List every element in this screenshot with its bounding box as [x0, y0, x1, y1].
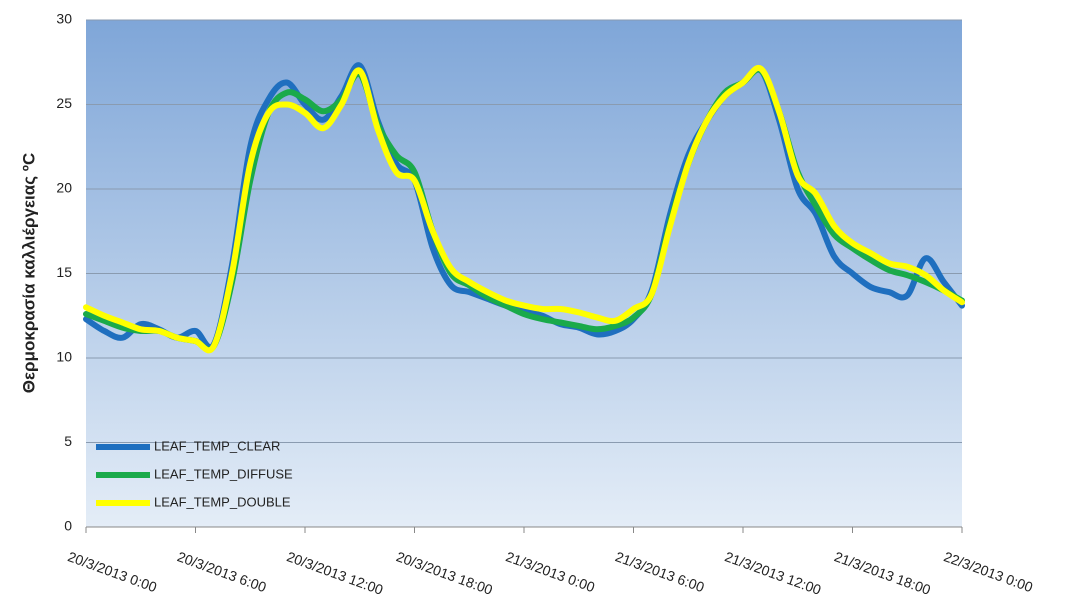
x-tick-label: 21/3/2013 18:00: [832, 548, 933, 598]
x-tick-label: 20/3/2013 0:00: [66, 548, 159, 595]
y-tick-label: 15: [56, 264, 72, 280]
x-tick-label: 20/3/2013 12:00: [285, 548, 386, 598]
legend-label: LEAF_TEMP_CLEAR: [154, 438, 280, 453]
x-tick-label: 21/3/2013 12:00: [723, 548, 824, 598]
x-tick-label: 20/3/2013 18:00: [394, 548, 495, 598]
x-tick-label: 21/3/2013 6:00: [613, 548, 706, 595]
legend: LEAF_TEMP_CLEAR LEAF_TEMP_DIFFUSE LEAF_TEM…: [96, 438, 293, 509]
y-tick-label: 30: [56, 11, 72, 27]
y-tick-label: 20: [56, 180, 72, 196]
y-tick-label: 5: [64, 433, 72, 449]
y-axis-title: Θερμοκρασία καλλιέργειας ºC: [19, 153, 38, 394]
legend-label: LEAF_TEMP_DIFFUSE: [154, 466, 293, 481]
x-tick-label: 22/3/2013 0:00: [942, 548, 1035, 595]
legend-label: LEAF_TEMP_DOUBLE: [154, 494, 291, 509]
series-line: [83, 64, 965, 354]
y-tick-label: 0: [64, 518, 72, 534]
y-tick-label: 10: [56, 349, 72, 365]
y-tick-label: 25: [56, 95, 72, 111]
x-tick-label: 21/3/2013 0:00: [504, 548, 597, 595]
x-tick-label: 20/3/2013 6:00: [175, 548, 268, 595]
